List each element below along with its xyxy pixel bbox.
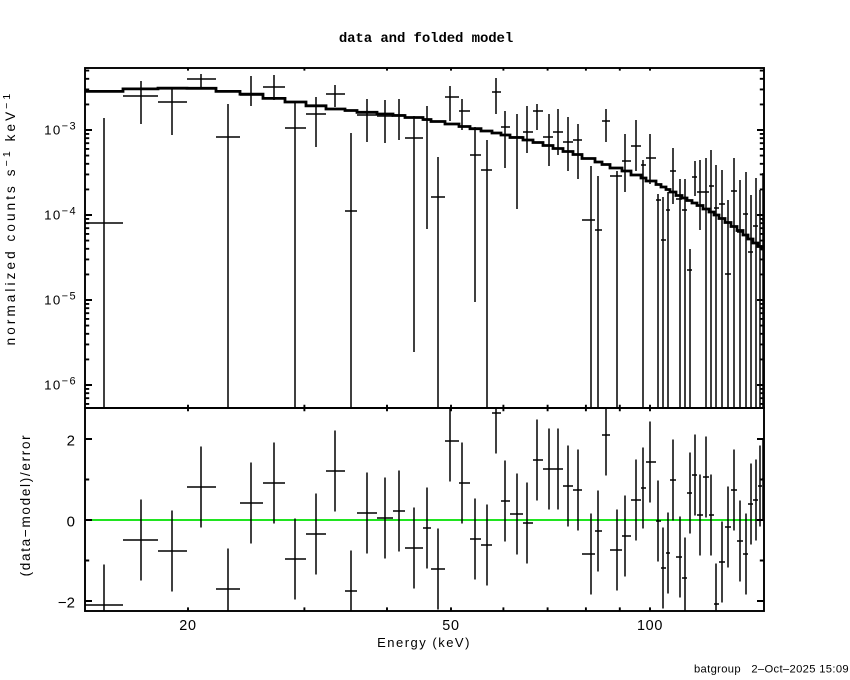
svg-text:0: 0 bbox=[67, 514, 75, 531]
svg-text:2: 2 bbox=[67, 433, 75, 450]
svg-text:batgroup 2–Oct–2025 15:09: batgroup 2–Oct–2025 15:09 bbox=[694, 664, 849, 676]
svg-text:(data−model)/error: (data−model)/error bbox=[18, 434, 33, 577]
svg-text:−2: −2 bbox=[58, 595, 75, 612]
svg-text:normalized counts s−1 keV−1: normalized counts s−1 keV−1 bbox=[1, 91, 18, 346]
svg-text:20: 20 bbox=[179, 618, 196, 634]
svg-text:100: 100 bbox=[637, 618, 663, 634]
svg-text:50: 50 bbox=[442, 618, 459, 634]
svg-text:data and folded model: data and folded model bbox=[339, 31, 513, 47]
svg-text:Energy (keV): Energy (keV) bbox=[377, 635, 471, 650]
